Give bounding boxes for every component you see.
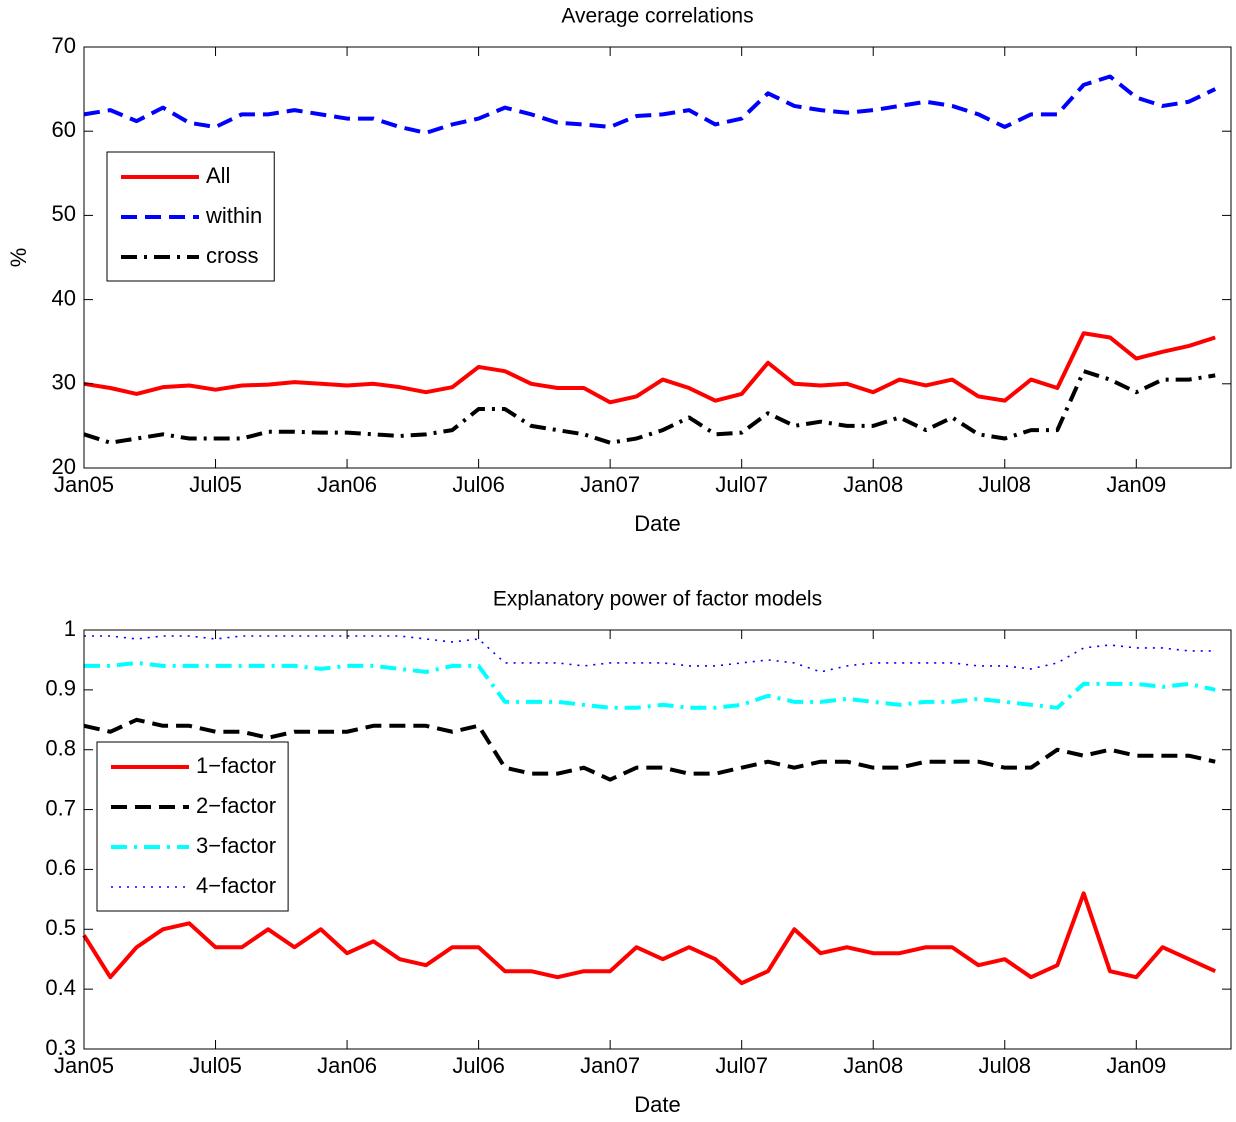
y-tick-label: 0.7	[45, 795, 76, 820]
y-tick-label: 70	[52, 33, 76, 58]
x-tick-label: Jan08	[843, 472, 903, 497]
y-tick-label: 0.9	[45, 676, 76, 701]
y-tick-label: 1	[64, 616, 76, 641]
y-tick-label: 50	[52, 201, 76, 226]
axes-box	[83, 629, 1232, 1050]
y-axis-label: %	[6, 248, 31, 268]
x-tick-label: Jan05	[54, 1053, 114, 1078]
x-tick-label: Jul08	[978, 472, 1031, 497]
y-tick-label: 0.6	[45, 855, 76, 880]
x-tick-label: Jul08	[978, 1053, 1031, 1078]
x-tick-label: Jul07	[715, 472, 768, 497]
y-tick-label: 20	[52, 454, 76, 479]
series-line	[82, 891, 1217, 986]
axes-box	[83, 46, 1232, 469]
x-tick-label: Jan06	[317, 1053, 377, 1078]
x-tick-label: Jan07	[580, 472, 640, 497]
legend-box	[96, 741, 289, 912]
x-tick-label: Jan06	[317, 472, 377, 497]
x-tick-label: Jul07	[715, 1053, 768, 1078]
x-tick-label: Jan07	[580, 1053, 640, 1078]
y-tick-label: 30	[52, 370, 76, 395]
y-tick-label: 0.4	[45, 975, 76, 1000]
y-tick-label: 0.8	[45, 736, 76, 761]
x-axis-label: Date	[634, 511, 680, 536]
y-tick-label: 60	[52, 117, 76, 142]
y-tick-label: 40	[52, 285, 76, 310]
x-tick-label: Jul06	[452, 1053, 505, 1078]
series-line	[83, 74, 1217, 135]
x-tick-label: Jul05	[189, 1053, 242, 1078]
legend-label: within	[205, 203, 262, 228]
series-line	[84, 635, 1216, 673]
legend-label: 1−factor	[196, 753, 276, 778]
legend-label: 2−factor	[196, 793, 276, 818]
legend-label: All	[206, 163, 230, 188]
x-tick-label: Jan08	[843, 1053, 903, 1078]
legend-label: cross	[206, 243, 259, 268]
legend-label: 4−factor	[196, 873, 276, 898]
series-line	[83, 369, 1216, 445]
x-tick-label: Jan05	[54, 472, 114, 497]
series-line	[83, 717, 1216, 782]
x-tick-label: Jul06	[452, 472, 505, 497]
y-tick-label: 0.5	[45, 915, 76, 940]
plot-area	[84, 47, 1231, 468]
x-axis-label: Date	[634, 1092, 680, 1117]
series-line	[83, 331, 1216, 405]
x-tick-label: Jul05	[189, 472, 242, 497]
x-tick-label: Jan09	[1106, 472, 1166, 497]
legend-label: 3−factor	[196, 833, 276, 858]
chart-title: Explanatory power of factor models	[493, 588, 822, 611]
chart-title: Average correlations	[561, 5, 753, 28]
y-tick-label: 0.3	[45, 1035, 76, 1060]
x-tick-label: Jan09	[1106, 1053, 1166, 1078]
series-line	[84, 660, 1216, 710]
